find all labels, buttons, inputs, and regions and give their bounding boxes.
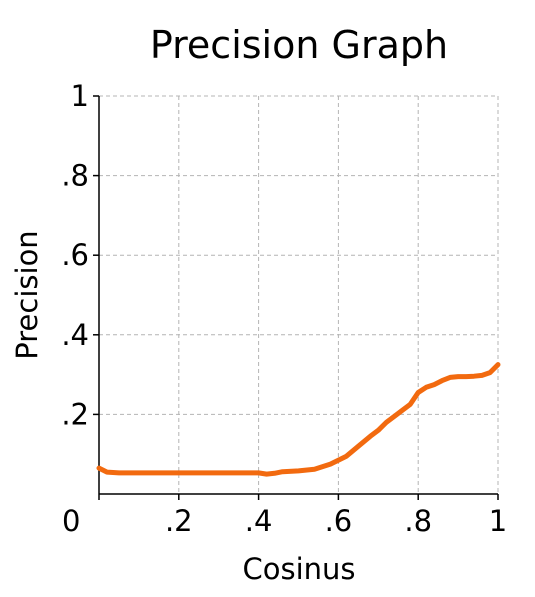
x-axis-ticks: 0 .2 .4 .6 .8 1 — [62, 494, 507, 538]
x-tick-label: 0 — [62, 504, 80, 538]
y-tick-label: .2 — [61, 397, 89, 431]
y-tick-label: .6 — [61, 238, 89, 272]
grid — [99, 95, 499, 494]
chart-title: Precision Graph — [150, 23, 448, 67]
x-tick-label: .8 — [404, 504, 432, 538]
y-tick-label: 1 — [71, 79, 89, 113]
precision-series-line — [96, 362, 501, 477]
x-tick-label: .4 — [245, 504, 273, 538]
y-tick-label: .4 — [61, 318, 89, 352]
x-tick-label: .2 — [165, 504, 193, 538]
x-tick-label: 1 — [489, 504, 507, 538]
series-group — [96, 362, 501, 477]
y-axis-ticks: .2 .4 .6 .8 1 — [61, 79, 99, 431]
x-tick-label: .6 — [325, 504, 353, 538]
x-axis-label: Cosinus — [242, 552, 355, 586]
y-tick-label: .8 — [61, 159, 89, 193]
y-axis-label: Precision — [10, 230, 44, 359]
